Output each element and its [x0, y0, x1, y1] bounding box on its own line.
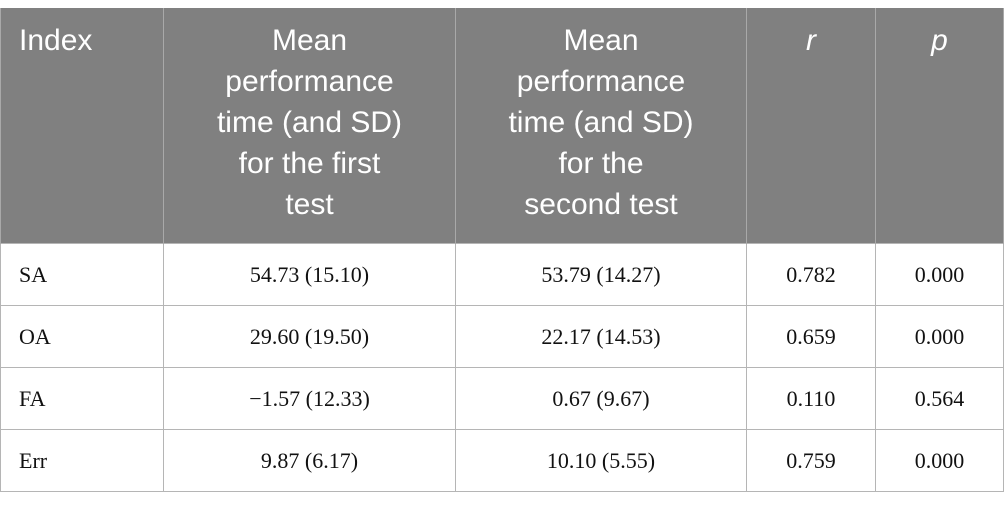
- table-cell: FA: [0, 367, 164, 430]
- table-cell: 22.17 (14.53): [455, 305, 747, 368]
- table-cell: −1.57 (12.33): [163, 367, 456, 430]
- header-text: for the first: [238, 147, 381, 180]
- header-text: second test: [524, 188, 678, 221]
- header-text: Mean: [563, 24, 639, 57]
- table-cell: 0.67 (9.67): [455, 367, 747, 430]
- table-row: SA 54.73 (15.10) 53.79 (14.27) 0.782 0.000: [0, 243, 1004, 306]
- table-row: FA −1.57 (12.33) 0.67 (9.67) 0.110 0.564: [0, 367, 1004, 430]
- header-text: p: [931, 24, 948, 57]
- header-cell: Index: [0, 8, 164, 244]
- table-cell: 54.73 (15.10): [163, 243, 456, 306]
- header-text: r: [806, 24, 816, 57]
- table-row: OA 29.60 (19.50) 22.17 (14.53) 0.659 0.000: [0, 305, 1004, 368]
- header-text: test: [285, 188, 334, 221]
- table-body: SA 54.73 (15.10) 53.79 (14.27) 0.782 0.000 OA…: [0, 243, 1004, 492]
- header-text: time (and SD): [508, 106, 694, 139]
- table-cell: 9.87 (6.17): [163, 429, 456, 492]
- header-cell: p: [875, 8, 1004, 244]
- header-cell: r: [746, 8, 876, 244]
- data-table: Index Mean performance time (and SD) for the…: [0, 8, 1004, 492]
- header-row: Index Mean performance time (and SD) for the…: [0, 8, 1004, 244]
- table-cell: Err: [0, 429, 164, 492]
- table-cell: 53.79 (14.27): [455, 243, 747, 306]
- table-cell: 0.000: [875, 243, 1004, 306]
- table-cell: 0.000: [875, 305, 1004, 368]
- table-cell: 0.564: [875, 367, 1004, 430]
- header-text: Index: [19, 24, 93, 57]
- table-cell: OA: [0, 305, 164, 368]
- header-cell: Mean performance time (and SD) for the firs…: [163, 8, 456, 244]
- table-cell: 0.782: [746, 243, 876, 306]
- table-cell: 10.10 (5.55): [455, 429, 747, 492]
- header-cell: Mean performance time (and SD) for the secon…: [455, 8, 747, 244]
- table-row: Err 9.87 (6.17) 10.10 (5.55) 0.759 0.000: [0, 429, 1004, 492]
- header-text: performance: [225, 65, 394, 98]
- table-cell: 0.110: [746, 367, 876, 430]
- table-cell: 29.60 (19.50): [163, 305, 456, 368]
- header-text: time (and SD): [216, 106, 403, 139]
- header-text: performance: [516, 65, 686, 98]
- header-text: for the: [558, 147, 644, 180]
- table-cell: 0.759: [746, 429, 876, 492]
- header-text: Mean: [271, 24, 348, 57]
- table-cell: SA: [0, 243, 164, 306]
- table-cell: 0.659: [746, 305, 876, 368]
- table-cell: 0.000: [875, 429, 1004, 492]
